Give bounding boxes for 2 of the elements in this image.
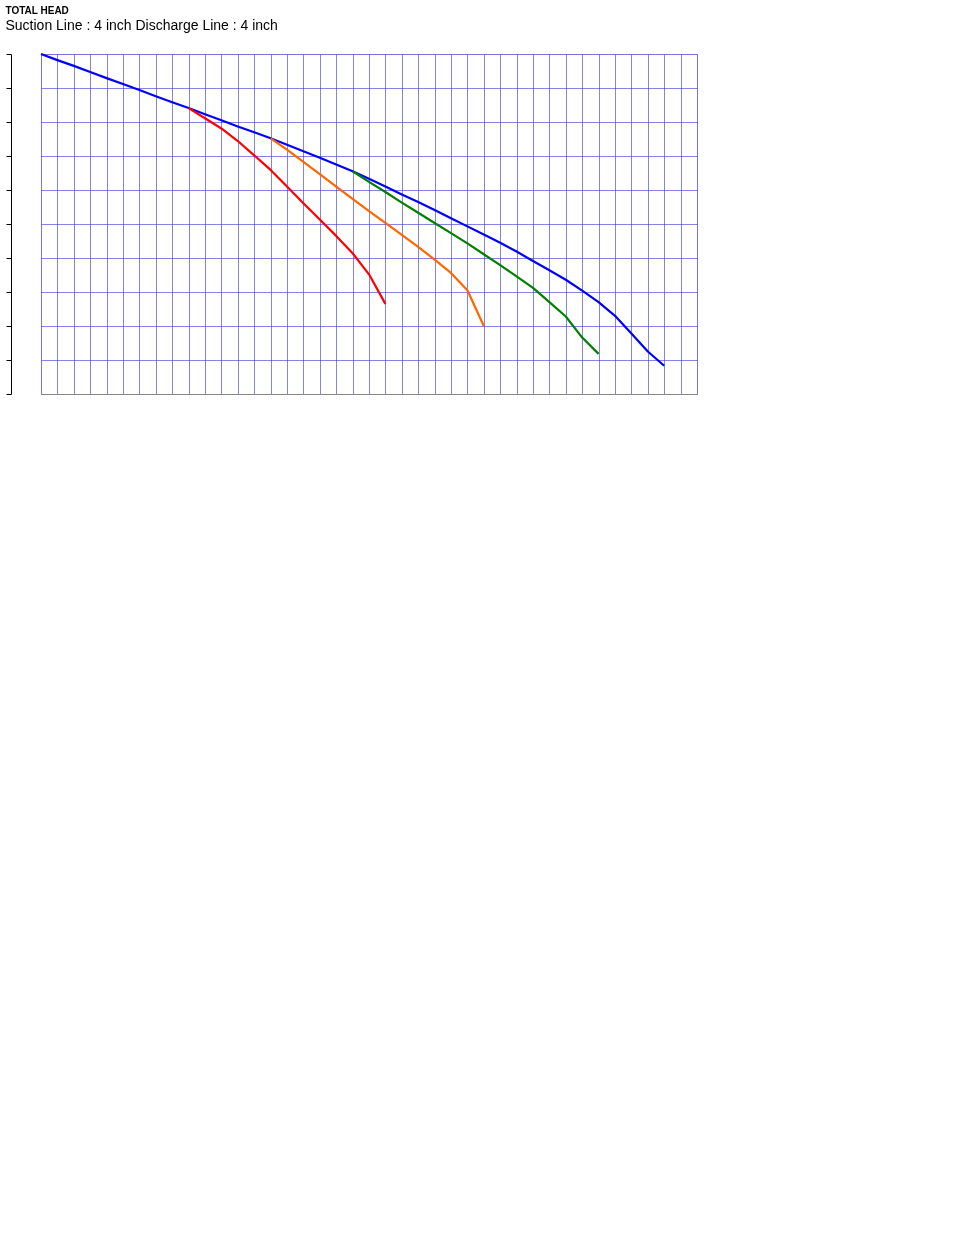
chart-title: TOTAL HEAD	[5, 4, 69, 16]
chart-subtitle: Suction Line : 4 inch Discharge Line : 4 inch	[5, 16, 278, 33]
